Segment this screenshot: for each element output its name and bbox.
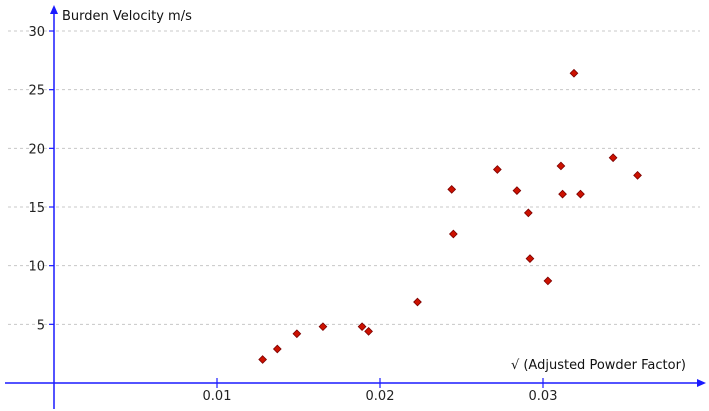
grid-lines [8, 30, 700, 325]
data-point [558, 189, 567, 199]
axes [5, 5, 706, 409]
data-point [525, 254, 535, 263]
y-tick-label: 20 [28, 142, 45, 157]
y-tick-label: 10 [28, 260, 45, 275]
y-tick-label: 30 [28, 25, 45, 40]
data-point [492, 165, 502, 174]
data-point [413, 297, 422, 307]
data-point [318, 322, 328, 332]
data-point [576, 189, 585, 199]
data-point [556, 161, 566, 171]
data-point [569, 68, 579, 78]
data-points [258, 68, 642, 364]
y-tick-label: 15 [28, 201, 45, 216]
data-point [258, 355, 268, 364]
x-axis-arrow [697, 379, 706, 387]
data-point [448, 229, 458, 239]
data-point [633, 170, 642, 180]
data-point [512, 186, 522, 195]
data-point [364, 327, 373, 336]
data-point [357, 322, 367, 332]
tick-labels: 5 10 15 20 25 30 0.01 0.02 0.03 [28, 25, 557, 404]
y-axis-label: Burden Velocity m/s [62, 9, 192, 24]
x-tick-label: 0.02 [366, 389, 395, 404]
x-tick-label: 0.01 [203, 389, 232, 404]
x-axis-label: √ (Adjusted Powder Factor) [511, 358, 686, 373]
data-point [272, 344, 282, 354]
data-point [523, 208, 533, 218]
y-tick-label: 25 [28, 84, 45, 99]
data-point [447, 185, 457, 194]
data-point [608, 153, 618, 163]
data-point [292, 329, 302, 339]
y-axis-arrow [50, 5, 58, 14]
data-point [543, 276, 553, 286]
y-tick-label: 5 [37, 318, 45, 333]
x-tick-label: 0.03 [529, 389, 558, 404]
